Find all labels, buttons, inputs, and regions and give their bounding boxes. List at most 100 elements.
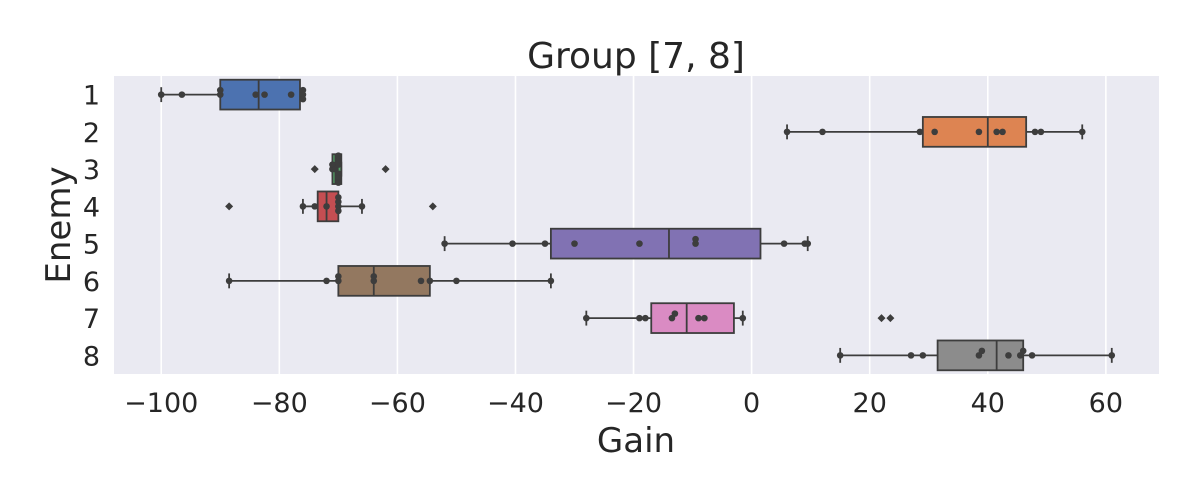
y-tick-label: 7 — [83, 304, 100, 335]
box-group — [583, 302, 895, 334]
x-tick-label: −20 — [605, 388, 662, 419]
swarm-point — [299, 203, 307, 210]
box-group — [836, 339, 1116, 372]
swarm-point — [978, 347, 986, 355]
swarm-point — [636, 314, 643, 322]
swarm-point — [1031, 128, 1039, 136]
swarm-point — [417, 277, 425, 285]
box-body — [650, 302, 735, 334]
swarm-point — [299, 95, 307, 103]
y-tick-label: 3 — [83, 155, 100, 186]
y-tick-label: 4 — [83, 192, 100, 223]
y-tick-label: 1 — [83, 81, 100, 112]
x-tick-labels: −100 −80 −60 −40 −20 0 20 40 60 — [124, 388, 1123, 419]
box-group — [225, 265, 555, 297]
swarm-point — [695, 314, 702, 322]
chart-title: Group [7, 8] — [527, 36, 745, 77]
swarm-point — [1028, 352, 1036, 359]
swarm-point — [370, 273, 378, 280]
swarm-point — [323, 203, 330, 210]
swarm-point — [335, 152, 342, 159]
swarm-point — [636, 240, 643, 247]
swarm-point — [287, 91, 295, 98]
y-axis-label: Enemy — [39, 166, 79, 283]
swarm-point — [1019, 347, 1027, 355]
swarm-point — [311, 203, 319, 210]
swarm-point — [999, 128, 1006, 136]
swarm-point — [739, 314, 747, 322]
swarm-point — [780, 240, 788, 247]
swarm-point — [1108, 352, 1116, 359]
swarm-point — [919, 352, 927, 359]
outlier-point — [310, 165, 319, 174]
swarm-point — [335, 194, 342, 201]
swarm-point — [975, 128, 983, 136]
swarm-point — [547, 277, 555, 285]
box-group — [157, 78, 307, 111]
swarm-point — [358, 203, 366, 210]
swarm-point — [571, 240, 578, 247]
swarm-point — [252, 91, 259, 98]
y-tick-label: 8 — [83, 341, 100, 372]
swarm-point — [783, 128, 791, 136]
x-tick-label: 60 — [1089, 388, 1123, 419]
box-group — [225, 190, 437, 223]
swarm-point — [1037, 128, 1045, 136]
swarm-point — [335, 207, 342, 215]
x-tick-label: −80 — [251, 388, 308, 419]
outlier-point — [877, 314, 886, 323]
swarm-point — [299, 86, 307, 94]
swarm-point — [671, 310, 679, 317]
x-tick-label: 20 — [853, 388, 887, 419]
swarm-point — [836, 352, 844, 359]
swarm-point — [323, 277, 330, 285]
swarm-point — [426, 277, 434, 285]
box-group — [783, 116, 1086, 148]
x-tick-label: −100 — [124, 388, 198, 419]
x-tick-label: −40 — [487, 388, 544, 419]
swarm-point — [157, 91, 165, 98]
swarm-point — [441, 240, 448, 247]
y-tick-labels: 1 2 3 4 5 6 7 8 — [83, 81, 100, 373]
swarm-point — [509, 240, 516, 247]
swarm-point — [931, 128, 938, 136]
swarm-point — [335, 179, 342, 186]
swarm-point — [541, 240, 549, 247]
outlier-point — [225, 202, 234, 211]
swarm-point — [1005, 352, 1012, 359]
outlier-point — [428, 202, 437, 211]
outlier-point — [886, 314, 895, 323]
swarm-point — [216, 86, 224, 94]
swarm-point — [692, 235, 699, 243]
swarm-point — [804, 240, 812, 247]
x-tick-label: −60 — [369, 388, 426, 419]
x-tick-label: 40 — [971, 388, 1005, 419]
y-tick-label: 2 — [83, 118, 100, 149]
swarm-point — [642, 314, 649, 322]
swarm-point — [1078, 128, 1086, 136]
swarm-point — [819, 128, 826, 136]
outlier-point — [381, 165, 390, 174]
swarm-point — [907, 352, 915, 359]
x-axis-label: Gain — [597, 421, 675, 461]
swarm-point — [993, 128, 1000, 136]
box-body — [337, 265, 431, 297]
box-group — [441, 227, 812, 260]
y-tick-label: 5 — [83, 230, 100, 261]
swarm-point — [335, 273, 342, 280]
box-group — [310, 152, 390, 186]
swarm-point — [225, 277, 233, 285]
swarm-point — [916, 128, 924, 136]
swarm-point — [583, 314, 590, 322]
box-body — [549, 227, 762, 260]
x-tick-label: 0 — [743, 388, 760, 419]
boxes-layer — [157, 78, 1116, 372]
swarm-point — [261, 91, 268, 98]
swarm-point — [701, 314, 708, 322]
y-tick-label: 6 — [83, 267, 100, 298]
box-body — [219, 78, 301, 111]
swarm-point — [178, 91, 186, 98]
swarm-point — [453, 277, 460, 285]
box-body — [921, 116, 1028, 148]
